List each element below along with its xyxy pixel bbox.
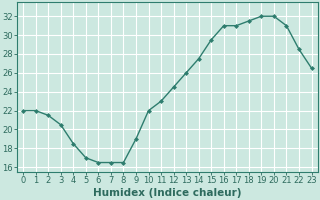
- X-axis label: Humidex (Indice chaleur): Humidex (Indice chaleur): [93, 188, 242, 198]
